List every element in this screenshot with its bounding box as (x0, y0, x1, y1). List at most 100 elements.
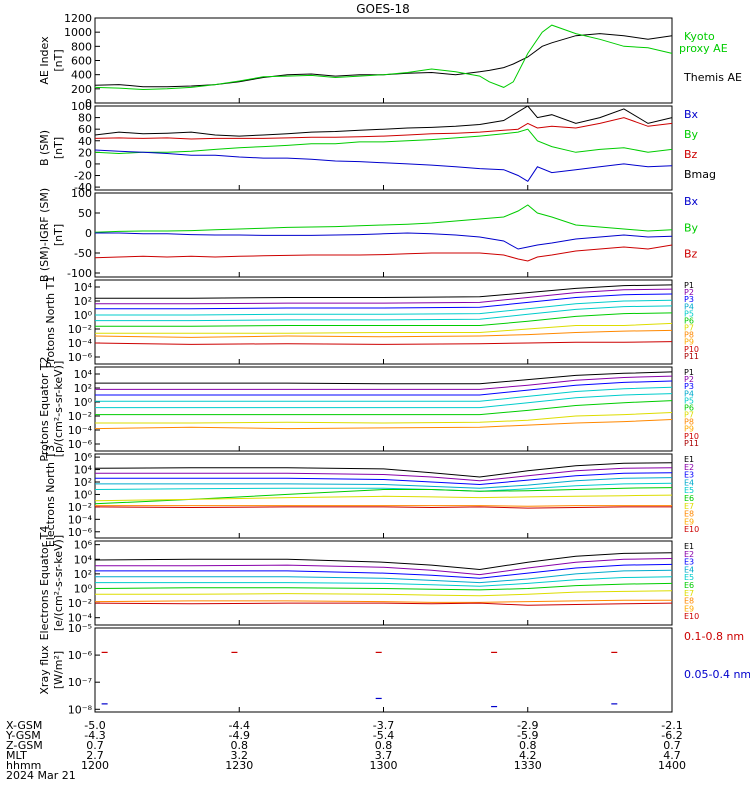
legend-proxy-ae: proxy AE (679, 42, 728, 55)
y-tick-label: 20 (78, 146, 92, 159)
series-line (94, 329, 673, 338)
y-tick-label: 10⁻⁸ (68, 703, 93, 716)
series-line (95, 299, 673, 316)
y-tick-label: 0 (85, 158, 92, 171)
y-axis-label: B (SM) (38, 130, 51, 166)
y-tick-label: 10² (74, 382, 92, 395)
legend-entry: E7 (684, 589, 694, 598)
y-tick-label: 10⁻² (68, 410, 92, 423)
ephem-value: 3.7 (375, 749, 393, 762)
y-axis-label: Electrons Equator T4 (38, 526, 51, 641)
series-line (94, 602, 673, 606)
y-tick-label: 10⁻⁴ (68, 612, 93, 625)
y-tick-label: 1200 (64, 12, 92, 25)
y-tick-label: 10⁰ (74, 488, 93, 501)
ephem-value: 2.7 (86, 749, 104, 762)
y-tick-label: 1000 (64, 26, 92, 39)
legend-entry: E3 (684, 471, 694, 480)
legend-entry: P6 (684, 316, 694, 325)
y-tick-label: 10⁰ (74, 582, 93, 595)
series-line (94, 128, 673, 155)
legend-entry: E9 (684, 517, 694, 526)
series-line (95, 322, 673, 334)
series-line (94, 552, 673, 571)
series-line (94, 149, 673, 182)
series-line (95, 467, 673, 482)
y-axis-label: Protons North T1 (44, 276, 57, 369)
series-line (95, 293, 673, 310)
y-tick-label: 10⁶ (74, 539, 93, 552)
y-axis-label: Protons Equator T2 (38, 356, 51, 461)
y-tick-label: 10² (74, 295, 92, 308)
legend-entry: P8 (684, 331, 694, 340)
series-line (95, 472, 673, 486)
y-tick-label: 100 (71, 187, 92, 200)
series-line (94, 105, 673, 137)
legend-entry: P10 (684, 345, 699, 354)
legend-entry: E1 (684, 542, 694, 551)
y-tick-label: 0 (85, 97, 92, 110)
series-line (95, 393, 673, 409)
legend-themis-ae: Themis AE (683, 71, 742, 84)
legend-entry: E8 (684, 597, 694, 606)
legend-entry: P9 (684, 338, 694, 347)
ephem-value: 1200 (81, 759, 109, 772)
ephem-row-label: hhmm (6, 759, 41, 772)
legend-entry: E9 (684, 604, 694, 613)
legend-kyoto: Kyoto (684, 30, 715, 43)
legend-entry: P10 (684, 432, 699, 441)
legend-entry: P1 (684, 368, 694, 377)
y-axis-label: AE Index (38, 36, 51, 85)
y-tick-label: 10⁻⁴ (68, 513, 93, 526)
ephem-row-label: MLT (6, 749, 27, 762)
y-axis-label: Electrons North T3 (44, 445, 57, 547)
y-tick-label: 100 (71, 100, 92, 113)
legend-entry: P4 (684, 302, 694, 311)
series-line (95, 590, 673, 597)
legend-entry: P3 (684, 382, 694, 391)
y-tick-label: 400 (71, 69, 92, 82)
series-line (95, 371, 673, 385)
y-tick-label: 10⁴ (74, 464, 93, 477)
y-tick-label: 600 (71, 55, 92, 68)
series-line (95, 505, 672, 507)
series-line (95, 576, 673, 587)
y-tick-label: 10² (74, 476, 92, 489)
series-line (94, 599, 672, 603)
y-tick-label: 10⁰ (74, 309, 93, 322)
series-line (95, 375, 673, 390)
y-axis-unit: [nT] (52, 137, 65, 159)
legend-entry: P3 (684, 295, 694, 304)
series-line (94, 204, 673, 233)
y-tick-label: -20 (74, 170, 92, 183)
y-tick-label: 200 (71, 83, 92, 96)
y-axis-unit: [W/m²] (52, 651, 65, 689)
y-tick-label: 10⁻⁶ (68, 438, 93, 451)
legend-entry: Bz (684, 248, 698, 261)
y-tick-label: 10⁴ (74, 368, 93, 381)
panel-frame (94, 105, 673, 191)
ephem-value: 0.7 (86, 739, 104, 752)
series-line (94, 506, 672, 509)
legend-entry: By (684, 221, 699, 234)
ephem-value: 3.2 (231, 749, 249, 762)
series-line (95, 558, 673, 576)
legend-entry: P1 (684, 281, 694, 290)
legend-entry: Bz (684, 148, 698, 161)
ephem-value: 0.8 (375, 739, 393, 752)
panel-frame (94, 17, 673, 104)
legend-entry: P5 (684, 309, 694, 318)
series-line (95, 412, 673, 424)
panel-frame (94, 627, 673, 713)
y-tick-label: 10⁻⁶ (68, 526, 93, 539)
y-tick-label: 40 (78, 135, 92, 148)
y-tick-label: 10⁻⁴ (68, 424, 93, 437)
y-tick-label: 800 (71, 40, 92, 53)
legend-entry: P11 (684, 439, 699, 448)
ephem-value: 0.7 (663, 739, 681, 752)
y-tick-label: 10⁻⁵ (68, 622, 92, 635)
legend-entry: By (684, 128, 699, 141)
y-tick-label: 0 (85, 227, 92, 240)
